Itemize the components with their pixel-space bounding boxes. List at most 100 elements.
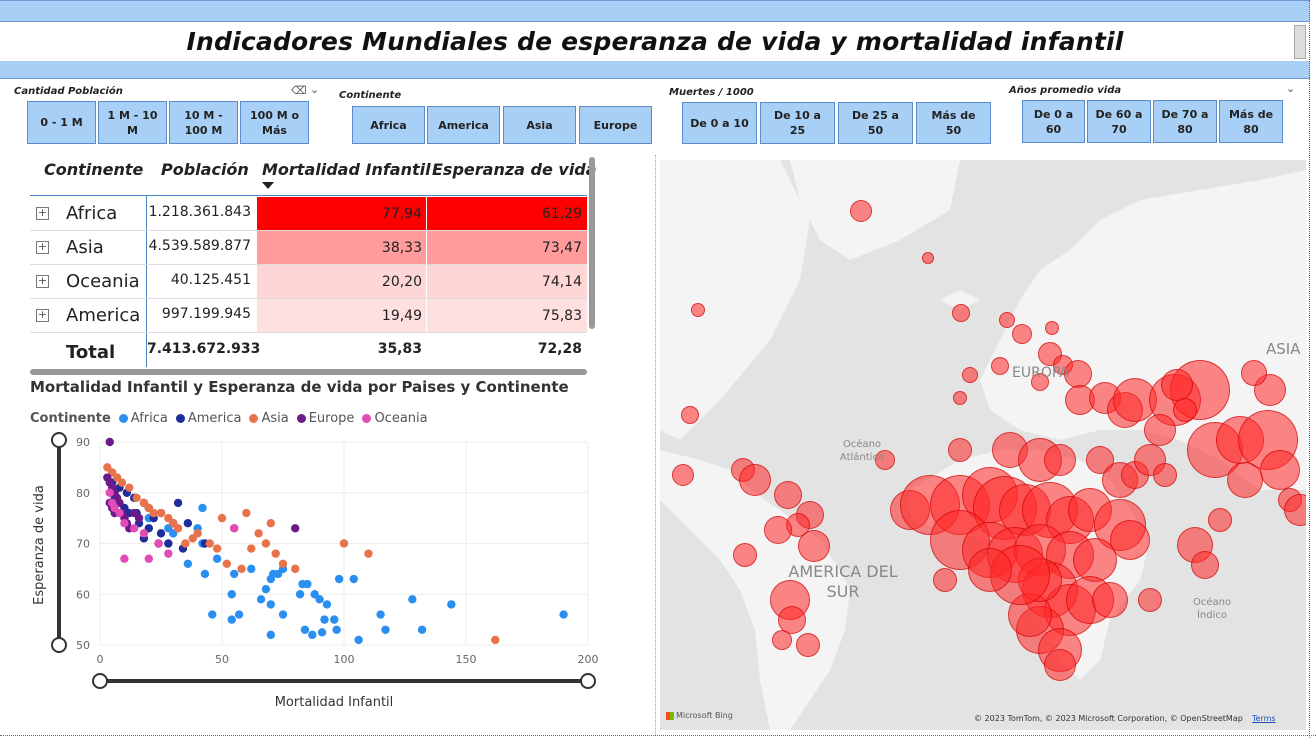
map-bubble[interactable] [850,200,872,222]
scatter-point-asia [242,508,251,518]
slicer-continente-option-2[interactable]: America [427,106,500,144]
table-horizontal-scrollbar[interactable] [30,369,587,375]
map-bubble[interactable] [952,304,970,322]
scatter-point-africa [349,574,358,584]
map-bubble[interactable] [1260,450,1300,490]
map-bubble[interactable] [991,357,1009,375]
map-bubble[interactable] [1144,414,1176,446]
map-bubble[interactable] [1241,360,1267,386]
legend-item[interactable]: America [175,410,242,426]
table-header-poblacion[interactable]: Población [161,160,249,179]
expand-icon[interactable]: + [36,206,49,220]
map-bubble[interactable] [796,633,820,657]
legend-item[interactable]: Africa [118,411,168,426]
map-bubble[interactable] [968,548,1012,592]
map-bubble[interactable] [798,530,830,562]
table-header-esperanza[interactable]: Esperanza de vida [432,160,597,179]
map-bubble[interactable] [1012,324,1032,344]
slicer-muertes-option-1[interactable]: De 0 a 10 [682,102,757,144]
legend-item[interactable]: Europe [296,411,354,426]
map-bubble[interactable] [1138,588,1162,612]
slicer-muertes-option-4[interactable]: Más de 50 [916,102,991,144]
map-bubble[interactable] [1045,321,1059,335]
map-logo: Microsoft Bing [666,711,733,720]
slicer-muertes-option-2[interactable]: De 10 a 25 [760,102,835,144]
map-bubble[interactable] [875,450,895,470]
map-visual[interactable]: EUROPA AMERICA DEL SUR ASIA Océano Atlán… [660,160,1306,730]
map-bubble[interactable] [778,606,806,634]
scatter-point-africa [261,584,271,594]
slicer-anios-option-1[interactable]: De 0 a 60 [1022,100,1085,143]
map-bubble[interactable] [733,543,757,567]
map-bubble[interactable] [764,516,792,544]
map-bubble[interactable] [1044,649,1076,681]
expand-icon[interactable]: + [36,240,49,254]
sort-desc-icon[interactable] [262,182,274,189]
scatter-point-europe [134,513,144,523]
title-scrollbar[interactable] [1294,25,1306,59]
map-bubble[interactable] [1227,462,1263,498]
y-tick-label: 50 [76,639,90,652]
scatter-point-oceania [129,524,139,533]
map-bubble[interactable] [1044,444,1076,476]
map-bubble[interactable] [999,312,1015,328]
slicer-continente-option-3[interactable]: Asia [503,106,576,144]
legend-label: America [187,410,242,426]
map-bubble[interactable] [1191,551,1219,579]
map-bubble[interactable] [933,568,957,592]
scatter-point-asia [278,559,288,568]
legend-item[interactable]: Asia [249,411,289,426]
scatter-point-america [183,519,193,528]
table-total-mortality: 35,83 [377,341,422,357]
map-bubble[interactable] [962,367,978,383]
map-bubble[interactable] [1073,538,1117,582]
scatter-point-oceania [105,488,114,497]
table-header-continente[interactable]: Continente [44,160,144,179]
map-bubble[interactable] [672,464,694,486]
map-bubble[interactable] [774,481,802,509]
slicer-poblacion-option-3[interactable]: 10 M - 100 M [169,101,238,144]
map-bubble[interactable] [691,303,705,317]
eraser-icon[interactable]: ⌫ [291,84,307,97]
expand-icon[interactable]: + [36,274,49,288]
table-cell-life-bg [427,197,587,230]
slicer-muertes-option-3[interactable]: De 25 a 50 [838,102,913,144]
map-bubble[interactable] [1173,398,1197,422]
map-bubble[interactable] [953,391,967,405]
slicer-anios-option-4[interactable]: Más de 80 [1219,100,1283,143]
table-total-population: 7.413.672.933 [147,341,261,357]
slicer-anios-option-3[interactable]: De 70 a 80 [1153,100,1217,143]
slicer-poblacion-option-2[interactable]: 1 M - 10 M [98,101,167,144]
slicer-anios-option-2[interactable]: De 60 a 70 [1087,100,1151,143]
map-bubble[interactable] [772,630,792,650]
scatter-point-africa [208,610,217,619]
map-bubble[interactable] [1208,508,1232,532]
table-vertical-scrollbar[interactable] [589,157,595,329]
slicer-continente-option-1[interactable]: Africa [352,106,425,144]
map-bubble[interactable] [1161,369,1193,401]
map-bubble[interactable] [948,438,972,462]
scatter-point-oceania [154,539,163,548]
map-land-greenland [790,160,960,260]
table-cell-mortality-bg [257,231,426,264]
legend-item[interactable]: Oceania [362,411,428,426]
map-bubble[interactable] [1092,582,1128,618]
chevron-down-icon[interactable]: ⌄ [310,83,320,96]
table-header-mortalidad[interactable]: Mortalidad Infantil [262,160,431,179]
scatter-point-africa [266,630,275,640]
expand-icon[interactable]: + [36,308,49,322]
slicer-poblacion-option-4[interactable]: 100 M o Más [240,101,309,144]
map-bubble[interactable] [1110,520,1150,560]
map-bubble[interactable] [681,406,699,424]
map-terms-link[interactable]: Terms [1252,714,1276,723]
slicer-poblacion-option-1[interactable]: 0 - 1 M [27,101,96,144]
table-cell-life: 73,47 [541,240,582,256]
map-bubble[interactable] [1031,373,1049,391]
scatter-point-asia [117,478,127,487]
slicer-continente-option-4[interactable]: Europe [579,106,652,144]
map-bubble[interactable] [922,252,934,264]
map-bubble[interactable] [1153,463,1177,487]
chevron-down-icon[interactable]: ⌄ [1286,82,1296,95]
map-bubble[interactable] [739,464,771,496]
scatter-point-asia [237,564,246,574]
